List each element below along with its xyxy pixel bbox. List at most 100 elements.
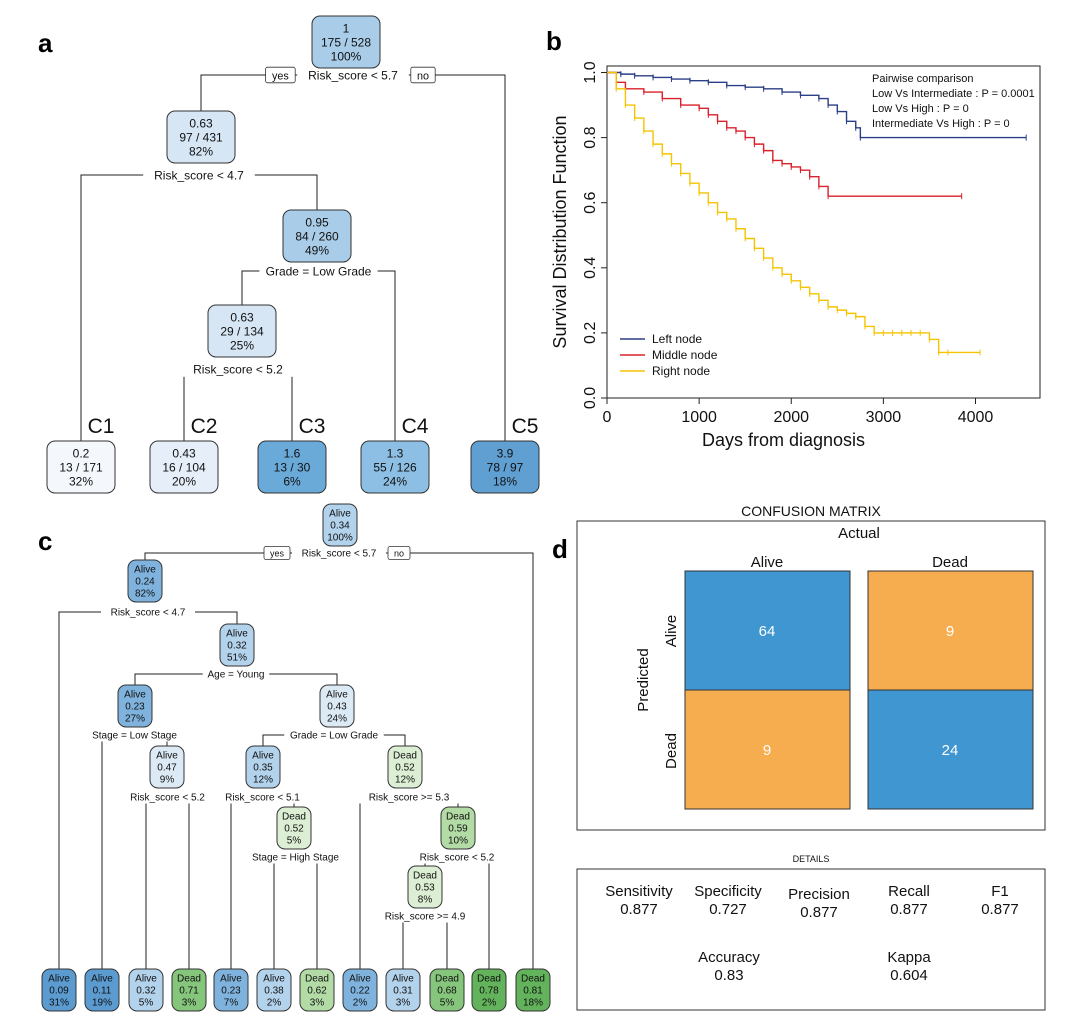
tree-c-node-m3-line-2: 5% bbox=[287, 836, 302, 847]
tree-a-node-c3-line-1: 13 / 30 bbox=[274, 460, 311, 474]
actual-label: Actual bbox=[838, 525, 880, 542]
y-tick-label-3: 0.6 bbox=[582, 191, 599, 213]
metric-value-5: 0.83 bbox=[714, 967, 743, 984]
details-frame bbox=[576, 868, 1046, 1011]
tree-a-node-n4-line-0: 0.63 bbox=[230, 310, 254, 324]
tree-c-node-l4-line-1: 0.47 bbox=[157, 763, 177, 774]
tree-c-leaf-6-line-2: 3% bbox=[310, 998, 325, 1009]
tree-c-leaf-0-line-1: 0.09 bbox=[49, 986, 69, 997]
split-c-4-label: Stage = Low Stage bbox=[92, 731, 177, 742]
tree-c-node-d3-line-2: 8% bbox=[418, 895, 433, 906]
tree-a-node-c5-box bbox=[470, 440, 540, 494]
tree-a-node-c3-line-0: 1.6 bbox=[284, 446, 301, 460]
split-c-8-label: Stage = High Stage bbox=[252, 853, 339, 864]
split-a-1-label-bg bbox=[297, 67, 409, 83]
x-tick-label-3: 3000 bbox=[866, 409, 902, 426]
tree-c-node-m1-line-0: Alive bbox=[326, 690, 348, 701]
tree-a-node-n4-line-1: 29 / 134 bbox=[220, 324, 264, 338]
matrix-value-2: 9 bbox=[763, 742, 771, 759]
split-c-5-edge bbox=[145, 796, 190, 969]
split-c-3-label: Age = Young bbox=[207, 670, 264, 681]
panel-label-d: d bbox=[552, 534, 568, 564]
split-a-1-no: no bbox=[417, 70, 429, 82]
split-c-6-label-bg bbox=[284, 728, 384, 742]
series-line-1 bbox=[607, 71, 962, 197]
tree-c-node-m1-line-2: 24% bbox=[327, 714, 347, 725]
tree-c-node-l4-line-2: 9% bbox=[160, 775, 175, 786]
col-label-1: Dead bbox=[932, 554, 968, 571]
metric-label-0: Sensitivity bbox=[605, 883, 673, 900]
tree-a-node-n4-line-2: 25% bbox=[230, 338, 254, 352]
tree-c-leaf-1-line-1: 0.11 bbox=[93, 986, 112, 997]
tree-c-node-d3-line-1: 0.53 bbox=[415, 883, 435, 894]
tree-c-leaf-6-line-1: 0.62 bbox=[307, 986, 327, 997]
metric-label-4: F1 bbox=[991, 883, 1009, 900]
tree-c-node-m2-box bbox=[245, 745, 281, 789]
tree-c-node-d1-line-2: 12% bbox=[395, 775, 415, 786]
tree-a-node-n3-line-1: 84 / 260 bbox=[295, 229, 339, 243]
confusion-title: CONFUSION MATRIX bbox=[741, 503, 881, 519]
metric-value-1: 0.727 bbox=[709, 901, 747, 918]
tree-c-leaf-11-line-1: 0.81 bbox=[523, 986, 543, 997]
tree-c-node-d3-line-0: Dead bbox=[413, 871, 437, 882]
tree-c-leaf-4-line-0: Alive bbox=[220, 974, 242, 985]
legend-label-1: Middle node bbox=[652, 348, 718, 362]
tree-c-leaf-10-line-2: 2% bbox=[482, 998, 497, 1009]
y-tick-label-4: 0.8 bbox=[582, 126, 599, 148]
tree-c-node-l2-line-1: 0.32 bbox=[227, 641, 247, 652]
matrix-cell-2 bbox=[684, 689, 851, 810]
split-c-1-no-box bbox=[387, 546, 411, 560]
tree-a-node-c1-line-0: 0.2 bbox=[73, 446, 90, 460]
tree-a-node-n3-line-2: 49% bbox=[305, 243, 329, 257]
annotation-line-0: Pairwise comparison bbox=[872, 73, 973, 85]
tree-c-leaf-0-line-0: Alive bbox=[48, 974, 70, 985]
tree-a-node-c1-line-2: 32% bbox=[69, 474, 93, 488]
tree-c-node-d1-line-1: 0.52 bbox=[395, 763, 415, 774]
split-c-9-label-bg bbox=[359, 790, 459, 804]
details-title: DETAILS bbox=[793, 854, 830, 864]
split-a-1-label: Risk_score < 5.7 bbox=[308, 68, 398, 82]
tree-c-node-r-line-1: 0.34 bbox=[330, 521, 350, 532]
tree-c-leaf-1-line-2: 19% bbox=[92, 998, 112, 1009]
tree-a-node-c3: 1.613 / 306% bbox=[257, 440, 327, 494]
tree-a-node-c4-line-1: 55 / 126 bbox=[373, 460, 417, 474]
metric-value-6: 0.604 bbox=[890, 967, 928, 984]
split-c-7-label: Risk_score < 5.1 bbox=[225, 793, 300, 804]
tree-c-leaf-7-box bbox=[342, 968, 378, 1012]
tree-c-leaf-10-line-1: 0.78 bbox=[479, 986, 499, 997]
cluster-label-c3: C3 bbox=[299, 415, 326, 438]
tree-c-leaf-9-line-0: Dead bbox=[435, 974, 459, 985]
split-a-4-label-bg bbox=[182, 361, 294, 377]
tree-a-node-c3-line-2: 6% bbox=[283, 474, 301, 488]
tree-a-node-n2-line-0: 0.63 bbox=[189, 116, 213, 130]
metric-value-3: 0.877 bbox=[890, 901, 928, 918]
tree-c-node-d2-line-1: 0.59 bbox=[448, 824, 468, 835]
split-c-1-yes: yes bbox=[270, 549, 285, 559]
tree-c-node-l1-box bbox=[127, 559, 163, 603]
split-c-5-label: Risk_score < 5.2 bbox=[130, 793, 205, 804]
matrix-cell-3 bbox=[867, 689, 1034, 810]
split-a-2-label: Risk_score < 4.7 bbox=[154, 168, 244, 182]
tree-c-leaf-9-line-2: 5% bbox=[440, 998, 455, 1009]
x-tick-label-2: 2000 bbox=[773, 409, 809, 426]
tree-a-node-n2-line-1: 97 / 431 bbox=[179, 130, 223, 144]
split-c-1-label-bg bbox=[292, 546, 386, 560]
tree-c-node-m1-box bbox=[319, 684, 355, 728]
tree-a-node-c5-line-1: 78 / 97 bbox=[487, 460, 524, 474]
decision-tree-a: Risk_score < 5.7 yes no Risk_score < 4.7 Gra… bbox=[46, 15, 540, 494]
series-line-2 bbox=[607, 71, 981, 354]
annotation-line-2: Low Vs High : P = 0 bbox=[872, 103, 969, 115]
tree-a-node-c1-box bbox=[46, 440, 116, 494]
annotation-line-1: Low Vs Intermediate : P = 0.0001 bbox=[872, 88, 1035, 100]
